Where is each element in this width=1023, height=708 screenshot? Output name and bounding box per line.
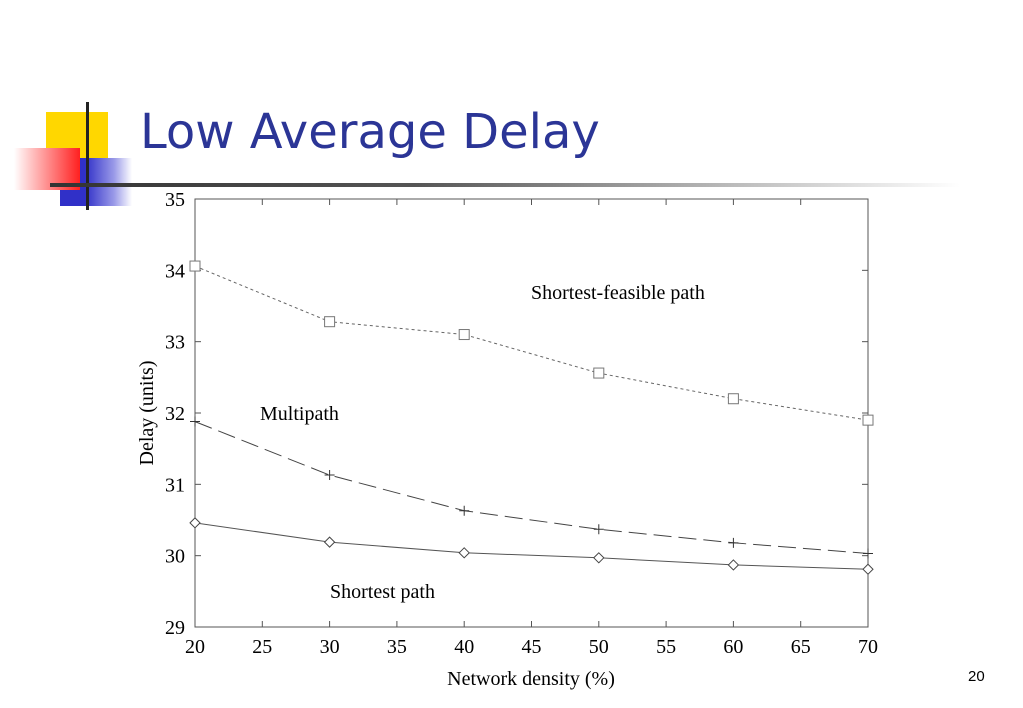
y-tick-label: 29 xyxy=(165,617,185,639)
y-tick-label: 34 xyxy=(165,260,185,282)
x-tick-label: 55 xyxy=(656,636,676,658)
y-tick-label: 31 xyxy=(165,474,185,496)
data-point xyxy=(862,414,874,426)
data-point xyxy=(458,547,470,559)
series-square xyxy=(189,260,874,426)
data-point xyxy=(728,537,739,548)
series-layer xyxy=(189,260,874,575)
data-point xyxy=(459,505,470,516)
data-point xyxy=(324,470,335,481)
y-tick-label: 30 xyxy=(165,546,185,568)
axis-ticks: 20 25 30 35 40 45 50 55 60 65 70 29 30 31 32 33 34 35 xyxy=(165,189,878,658)
x-tick-label: 20 xyxy=(185,636,205,658)
data-point xyxy=(189,517,201,529)
x-axis-label: Network density (%) xyxy=(447,668,615,690)
x-tick-label: 25 xyxy=(252,636,272,658)
data-point xyxy=(862,563,874,575)
y-tick-label: 35 xyxy=(165,189,185,211)
x-tick-label: 40 xyxy=(454,636,474,658)
data-point xyxy=(593,524,604,535)
y-axis-label: Delay (units) xyxy=(136,361,158,466)
y-tick-label: 33 xyxy=(165,332,185,354)
decor-vertical-line xyxy=(86,102,89,210)
series-line xyxy=(194,421,869,554)
data-point xyxy=(727,393,739,405)
x-tick-label: 30 xyxy=(320,636,340,658)
x-tick-label: 60 xyxy=(723,636,743,658)
series-label-shortest-feasible: Shortest-feasible path xyxy=(531,282,705,304)
series-diamond xyxy=(189,517,874,575)
x-tick-label: 50 xyxy=(589,636,609,658)
page-number: 20 xyxy=(968,668,985,685)
data-point xyxy=(593,367,605,379)
series-line xyxy=(194,522,869,570)
series-line xyxy=(194,265,869,421)
title-underline xyxy=(50,183,960,187)
data-point xyxy=(190,416,200,427)
slide-title: Low Average Delay xyxy=(140,104,600,160)
x-tick-label: 35 xyxy=(387,636,407,658)
series-label-multipath: Multipath xyxy=(260,403,339,425)
x-tick-label: 70 xyxy=(858,636,878,658)
data-point xyxy=(189,260,201,272)
series-plus xyxy=(190,416,873,559)
data-point xyxy=(458,329,470,341)
x-tick-label: 45 xyxy=(522,636,542,658)
data-point xyxy=(863,548,873,559)
data-point xyxy=(324,316,336,328)
x-tick-label: 65 xyxy=(791,636,811,658)
data-point xyxy=(323,536,336,548)
y-tick-label: 32 xyxy=(165,403,185,425)
data-point xyxy=(727,559,740,571)
series-label-shortest: Shortest path xyxy=(330,581,435,603)
data-point xyxy=(593,552,605,564)
